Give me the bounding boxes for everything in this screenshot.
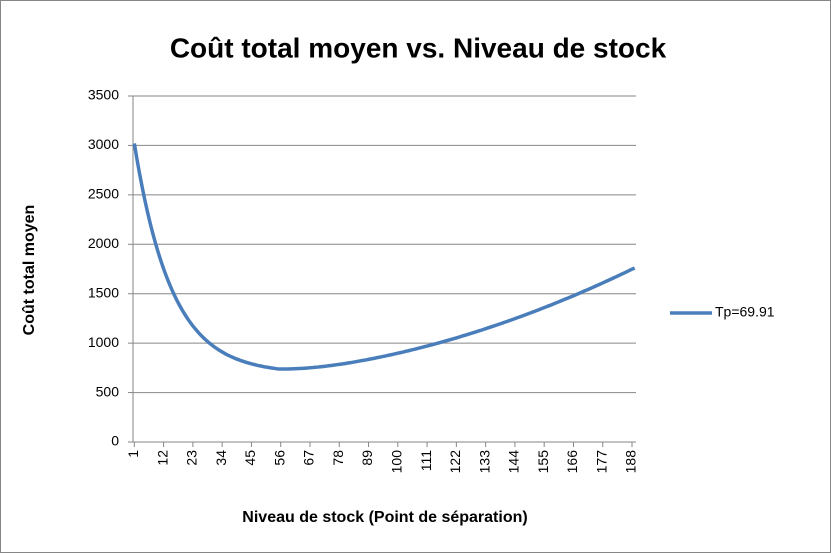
y-tick-label: 3000 [88, 136, 119, 152]
x-tick-label: 188 [623, 450, 639, 474]
x-tick-label: 78 [330, 450, 346, 466]
x-tick-label: 45 [242, 450, 258, 466]
y-tick-label: 3500 [88, 87, 119, 103]
x-axis-label: Niveau de stock (Point de séparation) [242, 509, 527, 526]
x-tick-label: 12 [154, 450, 170, 466]
x-tick-label: 100 [389, 450, 405, 474]
x-tick-label: 166 [564, 450, 580, 474]
x-tick-label: 89 [359, 450, 375, 466]
x-tick-label: 177 [593, 450, 609, 474]
x-tick-label: 144 [506, 450, 522, 474]
y-tick-label: 2500 [88, 186, 119, 202]
x-tick-label: 111 [418, 450, 434, 471]
x-tick-label: 1 [125, 450, 141, 458]
chart-title: Coût total moyen vs. Niveau de stock [170, 32, 667, 63]
y-tick-label: 1500 [88, 284, 119, 300]
x-tick-label: 56 [271, 450, 287, 466]
y-tick-label: 2000 [88, 235, 119, 251]
y-tick-label: 1000 [88, 334, 119, 350]
y-axis-label: Coût total moyen [21, 205, 38, 336]
legend-label: Tp=69.91 [715, 304, 775, 320]
x-tick-label: 122 [447, 450, 463, 474]
x-tick-label: 34 [213, 450, 229, 466]
y-tick-label: 0 [111, 433, 119, 449]
x-tick-label: 133 [476, 450, 492, 474]
x-tick-label: 23 [184, 450, 200, 466]
line [132, 143, 636, 371]
x-tick-label: 155 [535, 450, 551, 474]
x-tick-label: 67 [301, 450, 317, 466]
y-tick-label: 500 [96, 383, 120, 399]
